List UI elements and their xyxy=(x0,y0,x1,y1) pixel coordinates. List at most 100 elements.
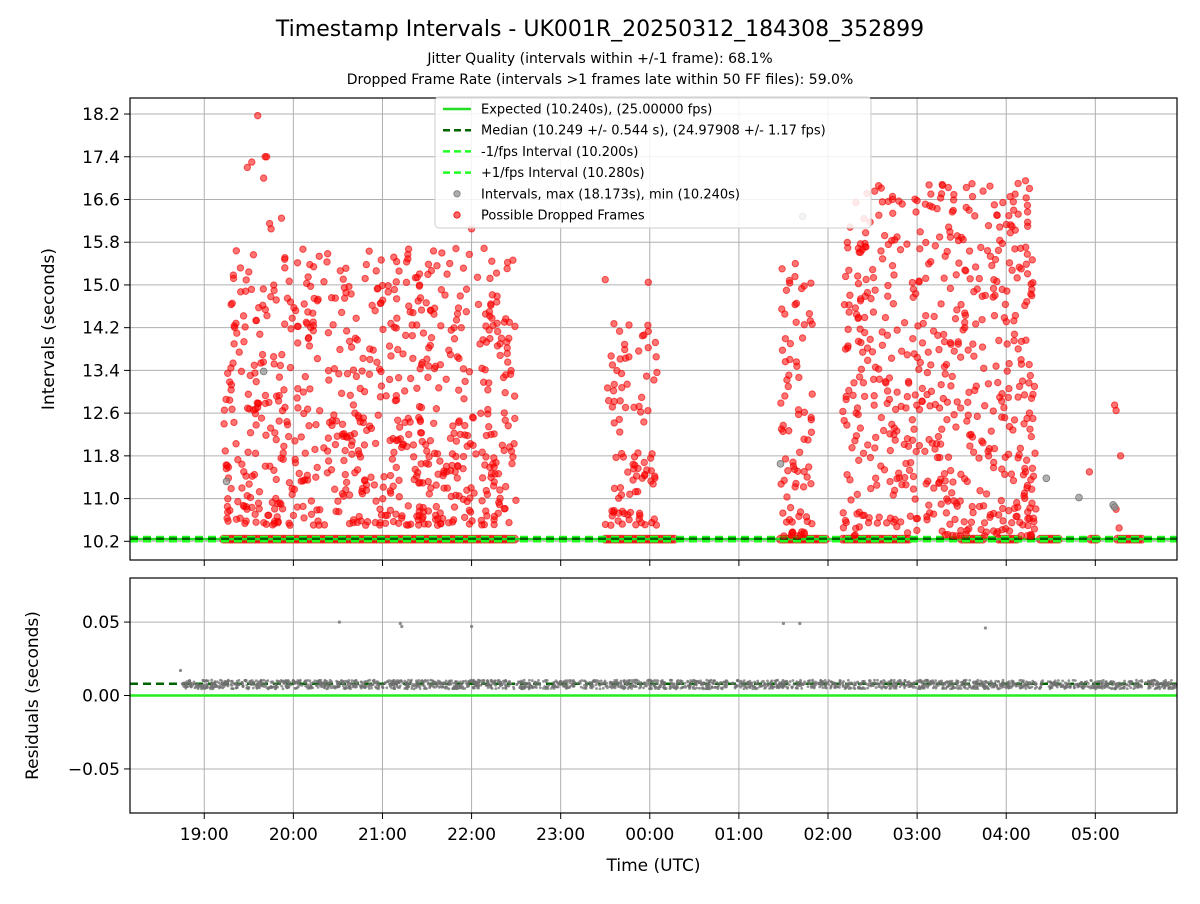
dropped-frame-point xyxy=(1025,184,1034,193)
dropped-frame-point xyxy=(993,277,1001,286)
dropped-frame-point xyxy=(443,270,451,278)
dropped-frame-point xyxy=(653,368,661,377)
residual-point xyxy=(403,687,407,690)
dropped-frame-point xyxy=(946,466,955,475)
residual-point xyxy=(845,682,849,686)
residual-point xyxy=(190,685,193,689)
residual-point xyxy=(637,681,640,685)
residual-point xyxy=(452,684,456,688)
dropped-frame-point xyxy=(371,439,380,448)
residual-point xyxy=(1083,681,1087,684)
dropped-frame-point xyxy=(276,361,285,370)
residual-point xyxy=(832,681,836,685)
dropped-frame-point xyxy=(951,314,960,323)
dropped-frame-point xyxy=(275,417,283,425)
dropped-frame-point xyxy=(877,247,885,255)
dropped-frame-point xyxy=(270,505,279,513)
y-tick-label: 15.8 xyxy=(82,233,120,253)
dropped-frame-point xyxy=(990,201,999,209)
dropped-frame-point xyxy=(399,350,407,358)
dropped-frame-point xyxy=(490,478,498,486)
residual-point xyxy=(185,680,189,683)
residual-point xyxy=(1096,685,1100,689)
residual-point xyxy=(772,685,776,689)
residual-point xyxy=(529,684,532,688)
residual-point xyxy=(201,683,205,687)
dropped-frame-point xyxy=(1020,420,1028,428)
residual-point xyxy=(226,679,230,683)
residual-point xyxy=(360,680,364,684)
dropped-frame-point xyxy=(779,421,787,430)
dropped-frame-point xyxy=(988,261,996,270)
dropped-frame-point xyxy=(916,245,924,253)
dropped-frame-point xyxy=(807,279,815,287)
residual-point xyxy=(853,681,857,685)
dropped-frame-point xyxy=(347,343,356,351)
residual-point xyxy=(1135,678,1138,682)
dropped-frame-point xyxy=(331,485,339,493)
dropped-frame-point xyxy=(880,466,889,474)
dropped-frame-point xyxy=(902,404,910,412)
residual-point xyxy=(1082,687,1085,690)
residual-point xyxy=(249,681,253,684)
dropped-frame-point xyxy=(430,419,438,427)
dropped-frame-point xyxy=(1115,524,1123,532)
residual-point xyxy=(878,683,881,687)
residual-point xyxy=(322,682,326,686)
dropped-frame-point xyxy=(323,258,331,266)
dropped-frame-point xyxy=(288,314,296,322)
residual-point xyxy=(688,687,691,690)
dropped-frame-point xyxy=(969,340,977,348)
dropped-frame-point xyxy=(394,416,402,424)
dropped-frame-point xyxy=(629,476,637,484)
dropped-frame-point xyxy=(871,444,879,452)
dropped-frame-point xyxy=(1008,266,1016,274)
dropped-frame-point xyxy=(402,331,410,340)
residual-point xyxy=(897,679,901,683)
residual-point xyxy=(1111,680,1115,683)
dropped-frame-point xyxy=(860,313,869,322)
dropped-frame-point xyxy=(351,469,359,477)
dropped-frame-point xyxy=(229,359,237,367)
residual-point xyxy=(937,680,941,683)
residual-point xyxy=(601,682,604,686)
intervals-y-ticks: 10.211.011.812.613.414.215.015.816.617.4… xyxy=(82,105,130,552)
dropped-frame-point xyxy=(601,275,609,284)
dropped-frame-point xyxy=(240,338,248,346)
dropped-frame-point xyxy=(962,183,971,192)
residual-point xyxy=(756,679,760,683)
residual-point xyxy=(1087,685,1091,689)
residual-point xyxy=(1151,684,1155,688)
dropped-frame-point xyxy=(447,466,455,475)
dropped-frame-point xyxy=(1032,505,1040,513)
residual-point xyxy=(385,686,389,690)
residual-point xyxy=(487,682,490,686)
residual-point xyxy=(806,685,810,688)
dropped-frame-point xyxy=(306,323,315,332)
residual-point xyxy=(852,683,856,687)
residual-point xyxy=(237,682,241,686)
dropped-frame-point xyxy=(419,329,428,337)
residual-point xyxy=(986,680,990,684)
dropped-frame-point xyxy=(1026,425,1034,433)
residual-point xyxy=(245,686,249,690)
dropped-frame-point xyxy=(942,509,951,517)
dropped-frame-point xyxy=(331,440,340,449)
residual-point xyxy=(537,678,540,682)
dropped-frame-point xyxy=(500,409,508,417)
dropped-frame-point xyxy=(911,495,919,503)
dropped-frame-point xyxy=(392,396,401,404)
dropped-frame-point xyxy=(1001,524,1010,533)
residual-point xyxy=(987,687,990,691)
dropped-frame-point xyxy=(259,285,268,293)
dropped-frame-point xyxy=(1020,391,1029,399)
legend-swatch xyxy=(453,211,461,219)
dropped-frame-point xyxy=(887,354,896,362)
dropped-frame-point xyxy=(943,495,951,503)
residual-point xyxy=(512,687,516,691)
residual-point xyxy=(990,682,994,685)
dropped-frame-point xyxy=(279,455,287,463)
dropped-frame-point xyxy=(274,397,283,405)
residual-point xyxy=(218,678,222,682)
interval-point xyxy=(1075,493,1083,502)
